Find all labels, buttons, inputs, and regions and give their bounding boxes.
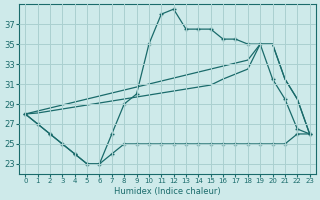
X-axis label: Humidex (Indice chaleur): Humidex (Indice chaleur) <box>114 187 221 196</box>
